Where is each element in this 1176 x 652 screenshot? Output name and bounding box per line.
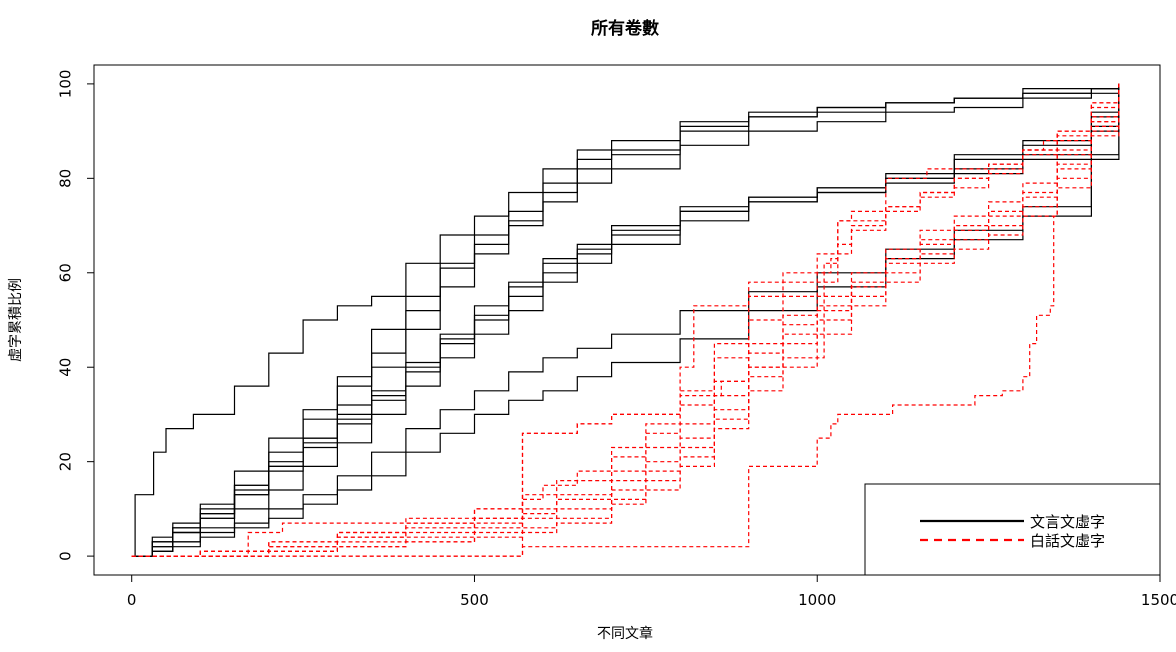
- x-tick-label-1: 500: [460, 591, 489, 609]
- y-tick-label-1: 20: [57, 452, 75, 471]
- y-tick-label-4: 80: [57, 169, 75, 188]
- series-layer: [131, 83, 1120, 557]
- legend-label-vernacular: 白話文虛字: [1030, 532, 1105, 550]
- legend-box: [864, 483, 1161, 576]
- y-axis-title: 虛字累積比例: [8, 278, 24, 362]
- x-axis: 0 500 1000 1500: [127, 574, 1176, 609]
- x-axis-title: 不同文章: [597, 625, 653, 642]
- chart-title: 所有卷數: [591, 18, 659, 39]
- y-tick-label-3: 60: [57, 263, 75, 282]
- vernacular-series-line-19: [131, 83, 1120, 557]
- classical-series-line-7: [131, 83, 1120, 557]
- legend: 文言文虛字 白話文虛字: [864, 483, 1161, 576]
- vernacular-series-line-16: [131, 83, 1120, 557]
- vernacular-series-line-18: [131, 83, 1120, 557]
- x-tick-label-2: 1000: [798, 591, 836, 609]
- vernacular-series-line-11: [131, 83, 1120, 557]
- x-tick-label-0: 0: [127, 591, 137, 609]
- y-tick-label-5: 100: [57, 70, 75, 99]
- legend-label-classical: 文言文虛字: [1030, 513, 1105, 531]
- y-tick-label-0: 0: [57, 551, 75, 561]
- y-axis: 0 20 40 60 80 100: [57, 70, 95, 561]
- x-tick-label-3: 1500: [1141, 591, 1176, 609]
- classical-series-line-8: [131, 83, 1120, 557]
- y-tick-label-2: 40: [57, 358, 75, 377]
